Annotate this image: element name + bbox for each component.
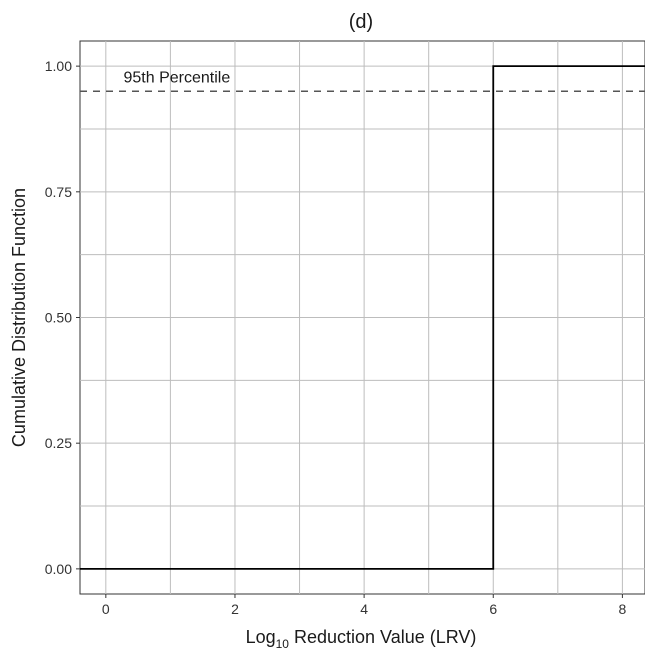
y-tick-label: 0.00: [45, 561, 72, 577]
x-axis-title-subscript: 10: [276, 637, 290, 651]
chart-title: (d): [349, 11, 373, 33]
x-axis-title: Log10 Reduction Value (LRV): [246, 627, 477, 651]
y-tick-label: 0.75: [45, 184, 72, 200]
y-axis-title: Cumulative Distribution Function: [9, 188, 29, 447]
y-tick-label: 0.25: [45, 435, 72, 451]
data-series: [80, 65, 645, 570]
cdf-step-line: [80, 65, 645, 570]
x-axis-title-suffix: Reduction Value (LRV): [289, 627, 476, 647]
y-tick-label: 1.00: [45, 58, 72, 74]
x-tick-label: 4: [360, 601, 368, 617]
percentile-label: 95th Percentile: [123, 69, 230, 86]
x-tick-label: 8: [619, 601, 627, 617]
x-axis-title-prefix: Log: [246, 627, 276, 647]
x-tick-label: 0: [102, 601, 110, 617]
x-tick-label: 6: [489, 601, 497, 617]
y-tick-label: 0.50: [45, 310, 72, 326]
x-tick-label: 2: [231, 601, 239, 617]
axis-ticks: 0 2 4 6 8 0.00 0.25 0.50 0.75 1.00: [45, 58, 627, 617]
reference-lines: 95th Percentile: [80, 69, 645, 93]
